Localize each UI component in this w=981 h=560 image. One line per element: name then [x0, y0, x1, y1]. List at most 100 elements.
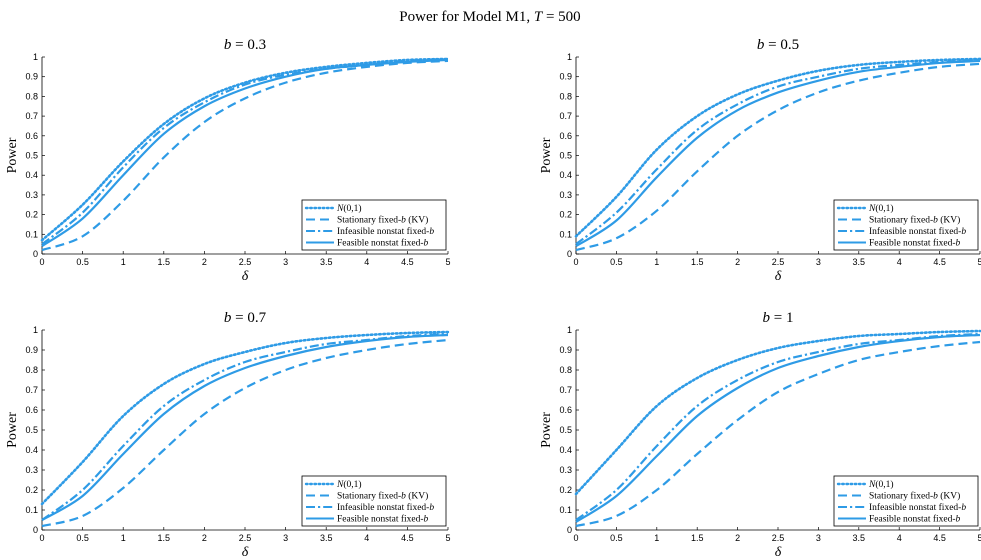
y-tick-label: 0.7 [25, 385, 38, 395]
legend-label: Infeasible nonstat fixed-b [337, 502, 434, 513]
y-tick-label: 0.2 [25, 210, 38, 220]
x-tick-label: 3 [816, 257, 821, 267]
x-tick-label: 5 [445, 257, 450, 267]
figure-title: Power for Model M1, T = 500 [399, 9, 580, 25]
legend-label: Stationary fixed-b (KV) [869, 491, 960, 502]
y-tick-label: 0.1 [25, 229, 38, 239]
y-tick-label: 0.6 [559, 405, 572, 415]
y-tick-label: 0.6 [559, 131, 572, 141]
y-tick-label: 0.7 [25, 111, 38, 121]
x-tick-label: 5 [445, 533, 450, 543]
x-tick-label: 4.5 [933, 257, 946, 267]
y-tick-label: 1 [33, 325, 38, 335]
series-line-dashdot [575, 58, 981, 246]
y-tick-label: 0 [33, 249, 38, 259]
y-tick-label: 0.4 [25, 445, 38, 455]
series-line-dotted [574, 329, 981, 496]
y-tick-label: 0.8 [25, 91, 38, 101]
x-tick-label: 1 [121, 533, 126, 543]
y-tick-label: 0 [567, 525, 572, 535]
x-tick-label: 4 [364, 533, 369, 543]
x-tick-label: 2 [202, 533, 207, 543]
y-tick-label: 0.9 [559, 72, 572, 82]
y-tick-label: 0.2 [559, 485, 572, 495]
x-tick-label: 1 [654, 257, 659, 267]
x-axis-label: δ [242, 269, 249, 284]
x-tick-label: 0 [39, 257, 44, 267]
panel-title: b = 1 [763, 310, 794, 326]
y-tick-label: 0.8 [559, 365, 572, 375]
panel-title: b = 0.5 [757, 37, 799, 53]
y-tick-label: 0.5 [559, 151, 572, 161]
series-line-solid [575, 59, 981, 248]
x-tick-label: 3.5 [320, 257, 333, 267]
y-tick-label: 0.5 [25, 151, 38, 161]
x-tick-label: 0 [573, 257, 578, 267]
series-line-solid [41, 333, 449, 521]
x-tick-label: 3 [283, 533, 288, 543]
x-axis-label: δ [775, 545, 782, 560]
legend-label: N(0,1) [336, 479, 362, 490]
y-tick-label: 0.8 [25, 365, 38, 375]
legend-label: Infeasible nonstat fixed-b [869, 226, 966, 237]
y-tick-label: 0.9 [25, 72, 38, 82]
series-line-dashdot [575, 332, 981, 521]
x-tick-label: 4 [897, 257, 902, 267]
legend-label: Infeasible nonstat fixed-b [869, 502, 966, 513]
legend-label: Feasible nonstat fixed-b [337, 514, 429, 525]
legend-label: Stationary fixed-b (KV) [337, 215, 428, 226]
x-tick-label: 2 [735, 533, 740, 543]
y-tick-label: 0.4 [25, 170, 38, 180]
x-tick-label: 1.5 [691, 257, 704, 267]
x-tick-label: 3 [816, 533, 821, 543]
legend-label: N(0,1) [336, 203, 362, 214]
y-axis-label: Power [539, 412, 554, 448]
y-tick-label: 0.3 [25, 190, 38, 200]
x-tick-label: 0.5 [76, 533, 89, 543]
y-tick-label: 0.8 [559, 91, 572, 101]
y-tick-label: 1 [567, 325, 572, 335]
y-tick-label: 0.7 [559, 111, 572, 121]
legend-label: N(0,1) [868, 203, 894, 214]
legend-label: Stationary fixed-b (KV) [869, 215, 960, 226]
chart-panel-3: b = 0.7 0 0.5 1 1.5 2 2.5 3 3.5 4 4.5 5 0 0.1 0.2 0.3 0.… [5, 310, 451, 560]
y-tick-label: 0.4 [559, 170, 572, 180]
x-tick-label: 4 [364, 257, 369, 267]
chart-panel-2: b = 0.5 0 0.5 1 1.5 2 2.5 3 3.5 4 4.5 5 0 0.1 0.2 0.3 0.… [539, 37, 981, 284]
y-tick-label: 0.7 [559, 385, 572, 395]
y-tick-label: 0.5 [25, 425, 38, 435]
x-tick-label: 2 [202, 257, 207, 267]
y-tick-label: 0.9 [25, 345, 38, 355]
series-line-dashed [41, 59, 449, 252]
x-tick-label: 1.5 [158, 257, 171, 267]
x-tick-label: 1 [654, 533, 659, 543]
y-tick-label: 0.6 [25, 131, 38, 141]
legend-label: Feasible nonstat fixed-b [337, 238, 429, 249]
series-line-dashed [41, 338, 449, 528]
y-axis-label: Power [5, 412, 20, 448]
legend: N(0,1)Stationary fixed-b (KV)Infeasible … [301, 199, 447, 251]
y-tick-label: 0.1 [559, 229, 572, 239]
x-tick-label: 1.5 [158, 533, 171, 543]
y-tick-label: 0.5 [559, 425, 572, 435]
x-tick-label: 2.5 [239, 533, 252, 543]
y-tick-label: 0.4 [559, 445, 572, 455]
y-axis-label: Power [539, 137, 554, 173]
x-tick-label: 4.5 [933, 533, 946, 543]
y-tick-label: 0 [567, 249, 572, 259]
legend: N(0,1)Stationary fixed-b (KV)Infeasible … [833, 199, 979, 251]
x-tick-label: 5 [977, 257, 981, 267]
y-tick-label: 0.3 [25, 465, 38, 475]
x-tick-label: 3.5 [853, 533, 866, 543]
x-tick-label: 2.5 [772, 533, 785, 543]
x-tick-label: 4 [897, 533, 902, 543]
series-line-solid [41, 58, 449, 248]
x-tick-label: 5 [977, 533, 981, 543]
x-tick-label: 0.5 [610, 257, 623, 267]
y-tick-label: 0.3 [559, 465, 572, 475]
series-line-dotted [40, 57, 450, 242]
legend-label: N(0,1) [868, 479, 894, 490]
legend-label: Infeasible nonstat fixed-b [337, 226, 434, 237]
legend: N(0,1)Stationary fixed-b (KV)Infeasible … [301, 475, 447, 527]
